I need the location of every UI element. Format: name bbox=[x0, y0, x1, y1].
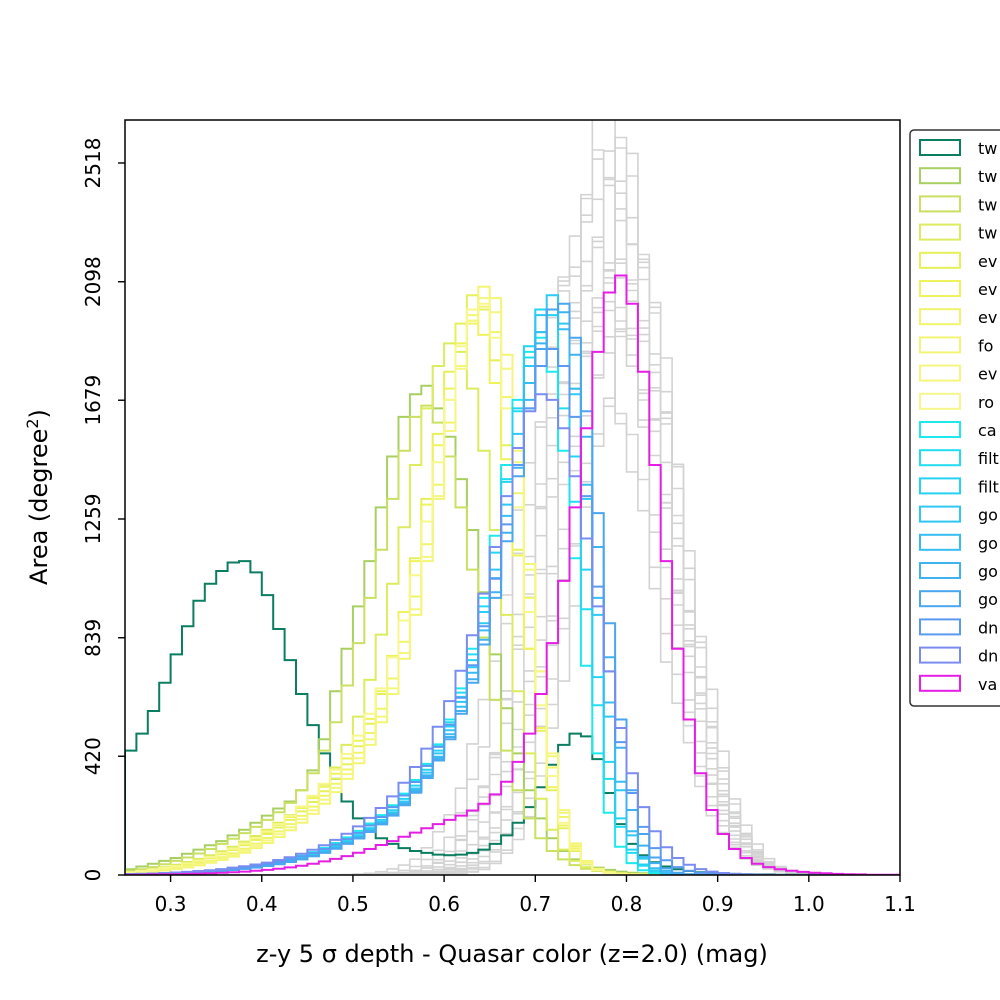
x-tick-label: 1.0 bbox=[793, 892, 825, 916]
legend-label: go bbox=[978, 534, 998, 553]
legend-swatch bbox=[919, 505, 961, 523]
y-tick-label: 1679 bbox=[81, 375, 105, 426]
y-tick-label: 1259 bbox=[81, 494, 105, 545]
x-tick-label: 0.4 bbox=[246, 892, 278, 916]
series-20 bbox=[125, 274, 900, 875]
y-tick-label: 420 bbox=[81, 737, 105, 775]
x-tick-label: 0.9 bbox=[702, 892, 734, 916]
legend-label: tw bbox=[978, 139, 997, 158]
legend-label: filt bbox=[978, 449, 999, 468]
plot-frame bbox=[124, 119, 901, 876]
legend-swatch bbox=[919, 308, 961, 326]
y-axis-ticks: 0 420 839 1259 1679 2098 2518 bbox=[81, 138, 125, 882]
legend-swatch bbox=[919, 167, 961, 185]
legend-label: go bbox=[978, 562, 998, 581]
legend-frame bbox=[909, 129, 1000, 707]
legend-swatch bbox=[919, 449, 961, 467]
legend-swatch bbox=[919, 336, 961, 354]
legend-swatch bbox=[919, 674, 961, 692]
legend-label: ev bbox=[978, 280, 997, 299]
legend-swatch bbox=[919, 477, 961, 495]
y-axis-label: Area (degree2) bbox=[23, 409, 54, 585]
legend-label: dn bbox=[978, 618, 998, 637]
legend-swatch bbox=[919, 195, 961, 213]
legend-label: ro bbox=[978, 393, 994, 412]
legend-swatch bbox=[919, 618, 961, 636]
x-tick-label: 0.3 bbox=[155, 892, 187, 916]
legend-label: go bbox=[978, 506, 998, 525]
legend-label: dn bbox=[978, 647, 998, 666]
x-tick-label: 0.8 bbox=[611, 892, 643, 916]
x-axis-label: z-y 5 σ depth - Quasar color (z=2.0) (ma… bbox=[256, 940, 768, 968]
series-17 bbox=[125, 302, 900, 875]
legend: tw tw tw tw ev ev ev fo ev ro ca filt filt go go go go dn… bbox=[909, 129, 1000, 707]
y-tick-label: 0 bbox=[81, 869, 105, 882]
x-tick-label: 0.7 bbox=[519, 892, 551, 916]
x-axis-ticks: 0.3 0.4 0.5 0.6 0.7 0.8 0.9 1.0 1.1 bbox=[155, 875, 916, 916]
legend-swatch bbox=[919, 421, 961, 438]
series-7 bbox=[125, 305, 900, 875]
legend-label: tw bbox=[978, 195, 997, 214]
x-tick-label: 0.6 bbox=[428, 892, 460, 916]
legend-swatch bbox=[919, 139, 961, 156]
background-series-11 bbox=[125, 258, 900, 875]
legend-label: filt bbox=[978, 477, 999, 496]
series-19 bbox=[125, 393, 900, 875]
legend-swatch bbox=[919, 590, 961, 608]
legend-swatch bbox=[919, 251, 961, 269]
legend-swatch bbox=[919, 533, 961, 551]
background-series-13 bbox=[125, 283, 900, 875]
y-tick-label: 2518 bbox=[81, 138, 105, 189]
y-tick-label: 839 bbox=[81, 619, 105, 657]
legend-label: ev bbox=[978, 252, 997, 271]
legend-swatch bbox=[919, 223, 961, 241]
legend-label: ev bbox=[978, 308, 997, 327]
x-tick-label: 0.5 bbox=[337, 892, 369, 916]
legend-swatch bbox=[919, 646, 961, 664]
legend-swatch bbox=[919, 364, 961, 382]
legend-label: ev bbox=[978, 365, 997, 384]
legend-label: tw bbox=[978, 224, 997, 243]
series-10 bbox=[125, 302, 900, 875]
legend-label: go bbox=[978, 590, 998, 609]
legend-label: va bbox=[978, 675, 997, 694]
legend-swatch bbox=[919, 280, 961, 297]
legend-label: tw bbox=[978, 167, 997, 186]
legend-label: ca bbox=[978, 421, 997, 440]
y-tick-label: 2098 bbox=[81, 256, 105, 307]
x-tick-label: 1.1 bbox=[884, 892, 916, 916]
legend-label: fo bbox=[978, 336, 993, 355]
legend-swatch bbox=[919, 392, 961, 410]
legend-swatch bbox=[919, 562, 961, 579]
series-9 bbox=[125, 297, 900, 875]
plot-area bbox=[125, 120, 900, 875]
